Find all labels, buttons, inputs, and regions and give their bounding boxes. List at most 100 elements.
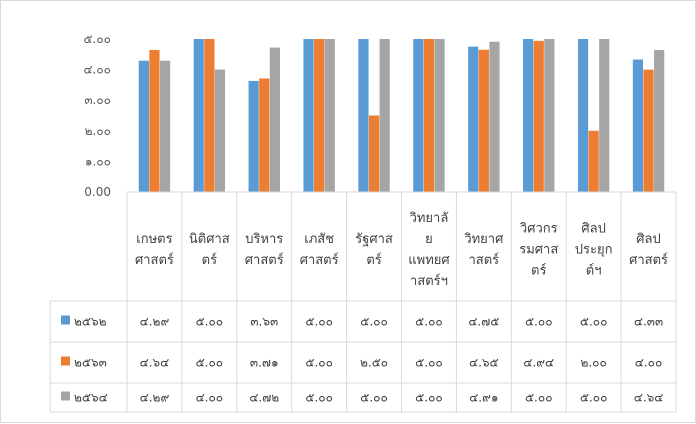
category-label-line: ย <box>425 232 433 247</box>
data-label: ๕.๐๐ <box>580 315 608 329</box>
bar <box>654 50 665 193</box>
category-label-line: ประยุก <box>575 243 613 258</box>
bar <box>632 59 644 192</box>
bar <box>159 60 171 193</box>
bar <box>434 39 445 192</box>
y-tick-label: ๓.๐๐ <box>84 93 111 107</box>
data-label: ๕.๐๐ <box>360 391 388 405</box>
bar <box>303 39 314 192</box>
bar <box>643 69 654 192</box>
data-label: ๔.๙๑ <box>469 391 498 405</box>
category-label-line: าสตร์ฯ <box>410 273 448 289</box>
data-label: ๔.๖๔ <box>634 391 664 405</box>
table-row: ๒๕๖๒ ๔.๒๙ ๕.๐๐ ๓.๖๓ ๕.๐๐ ๕.๐๐ ๕.๐๐ ๔.๗๕ ๕.๐๐ ๕.๐๐… <box>61 315 663 329</box>
data-label: ๔.๖๔ <box>140 356 170 370</box>
category-label-line: ศาสตร์ <box>135 252 174 268</box>
data-table-rows: ๒๕๖๒ ๔.๒๙ ๕.๐๐ ๓.๖๓ ๕.๐๐ ๕.๐๐ ๕.๐๐ ๔.๗๕ ๕.๐๐ ๕.๐๐… <box>61 315 663 405</box>
bars <box>138 39 665 193</box>
category-label-line: ศาสตร์ <box>245 252 284 268</box>
bar <box>314 39 325 192</box>
category-label-line: ศาสตร์ <box>300 252 339 268</box>
bar <box>358 39 369 192</box>
category-label-line: บริหาร <box>245 232 283 247</box>
data-label: ๕.๐๐ <box>415 356 443 370</box>
data-label: ๔.๓๓ <box>634 315 663 329</box>
data-label: ๔.๗๒ <box>249 391 279 405</box>
data-label: ๓.๗๑ <box>250 356 279 370</box>
data-label: ๕.๐๐ <box>525 315 553 329</box>
category-label-line: ตร์ <box>202 252 217 268</box>
category-label-line: ตร์ <box>531 263 546 279</box>
legend-swatch <box>61 356 70 366</box>
legend-label: ๒๕๖๓ <box>74 356 107 370</box>
data-label: ๕.๐๐ <box>305 356 333 370</box>
legend-swatch <box>61 315 70 325</box>
bar <box>533 40 544 192</box>
bar <box>489 41 500 193</box>
data-label: ๕.๐๐ <box>415 391 443 405</box>
bar <box>423 39 435 192</box>
bar <box>324 39 335 192</box>
bar <box>248 80 259 192</box>
category-label-line: วิศวกร <box>519 222 557 237</box>
table-row: ๒๕๖๓ ๔.๖๔ ๕.๐๐ ๓.๗๑ ๕.๐๐ ๒.๕๐ ๕.๐๐ ๔.๖๕ ๔.๙๔ ๒.๐๐… <box>61 356 662 370</box>
bar <box>269 47 280 193</box>
bar <box>523 39 534 192</box>
bar <box>544 39 555 192</box>
y-tick-label: ๔.๐๐ <box>83 63 111 77</box>
bar <box>138 60 149 193</box>
data-label: ๔.๐๐ <box>196 391 224 405</box>
data-table-grid <box>49 191 677 413</box>
category-label-line: เกษตร <box>136 232 172 247</box>
data-label: ๕.๐๐ <box>580 391 608 405</box>
bar <box>259 78 270 192</box>
data-label: ๔.๗๕ <box>468 315 499 329</box>
bar <box>588 130 599 192</box>
data-label: ๕.๐๐ <box>196 315 224 329</box>
data-label: ๕.๐๐ <box>305 315 333 329</box>
bar <box>468 46 479 193</box>
data-label: ๕.๐๐ <box>415 315 443 329</box>
bar <box>214 69 226 192</box>
category-label-line: วิทยาลั <box>409 211 448 226</box>
bar <box>368 115 380 192</box>
bar <box>149 50 160 193</box>
bar <box>577 39 589 192</box>
category-label-line: ต์ฯ <box>586 263 602 279</box>
bar <box>478 49 489 193</box>
category-label-line: ศาสตร์ <box>629 252 668 268</box>
category-label-line: นิติศาส <box>189 232 230 247</box>
data-label: ๔.๒๙ <box>140 315 170 329</box>
category-label-line: ศิลป <box>636 232 660 247</box>
y-tick-label: ๒.๐๐ <box>85 124 111 138</box>
category-label-line: แพทยศ <box>408 253 450 268</box>
bar <box>193 39 204 192</box>
data-label: ๔.๒๙ <box>140 391 170 405</box>
bar <box>204 39 215 192</box>
y-tick-label: 0.00 <box>84 185 111 199</box>
data-label: ๔.๖๕ <box>469 356 499 370</box>
category-label-line: เภสัช <box>304 232 334 247</box>
y-tick-label: ๑.๐๐ <box>85 154 111 168</box>
y-axis-ticks: 0.00 ๑.๐๐ ๒.๐๐ ๓.๐๐ ๔.๐๐ ๕.๐๐ <box>83 32 111 199</box>
bar <box>379 39 390 192</box>
data-label: ๒.๐๐ <box>580 356 606 370</box>
data-label: ๕.๐๐ <box>196 356 224 370</box>
y-tick-label: ๕.๐๐ <box>83 32 111 46</box>
legend-label: ๒๕๖๔ <box>74 391 108 405</box>
category-label: นิติศาสตร์ <box>189 232 230 268</box>
category-label-line: ศิลป <box>581 222 605 237</box>
category-label-line: รมศาส <box>519 243 558 258</box>
legend-label: ๒๕๖๒ <box>74 315 107 329</box>
data-label: ๕.๐๐ <box>525 391 553 405</box>
